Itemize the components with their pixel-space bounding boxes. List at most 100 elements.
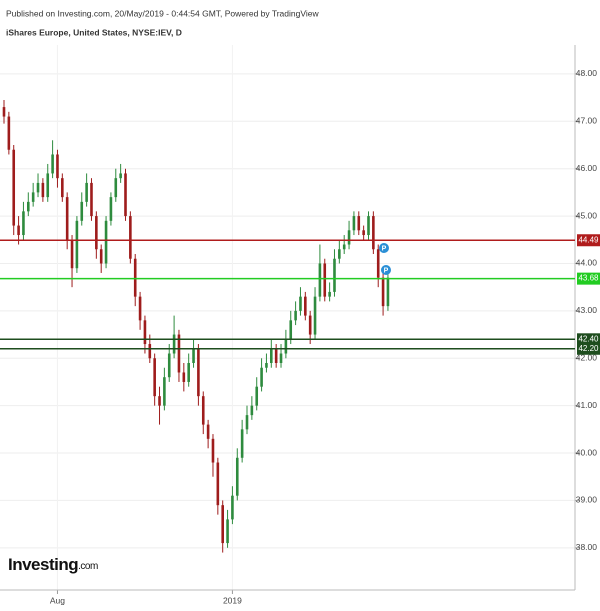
- candle-body: [90, 182, 93, 217]
- candle-body: [2, 107, 6, 117]
- y-tick-label: 44.00: [576, 258, 598, 268]
- y-tick-label: 47.00: [576, 116, 598, 126]
- candle-body: [231, 495, 234, 520]
- chart-title: iShares Europe, United States, NYSE:IEV,…: [6, 27, 182, 37]
- candle-body: [265, 362, 268, 368]
- candle-body: [197, 348, 200, 397]
- candle-body: [27, 201, 30, 212]
- watermark-suffix: .com: [78, 561, 98, 572]
- candle-body: [226, 519, 229, 544]
- y-tick-label: 43.00: [576, 305, 598, 315]
- candle-body: [182, 372, 186, 382]
- candle-body: [333, 258, 336, 292]
- candle-body: [148, 344, 152, 359]
- y-tick-label: 48.00: [576, 68, 598, 78]
- y-tick-label: 41.00: [576, 400, 598, 410]
- candle-body: [338, 249, 341, 259]
- candle-body: [80, 201, 84, 221]
- candle-body: [46, 173, 50, 198]
- candle-body: [347, 230, 351, 245]
- candle-body: [31, 192, 35, 202]
- candle-body: [158, 396, 161, 406]
- candle-body: [206, 424, 210, 439]
- candle-body: [211, 438, 215, 463]
- candle-body: [318, 263, 322, 297]
- candle-body: [299, 296, 302, 311]
- event-marker: [379, 243, 389, 253]
- candle-body: [85, 182, 88, 202]
- candle-body: [109, 197, 113, 221]
- candle-body: [192, 348, 195, 363]
- watermark-name: Investing: [8, 555, 78, 574]
- candle-body: [386, 277, 390, 307]
- level-label: 43.68: [578, 274, 599, 283]
- candle-body: [167, 353, 171, 378]
- y-tick-label: 42.00: [576, 353, 598, 363]
- candle-body: [221, 505, 224, 544]
- candle-body: [289, 320, 293, 340]
- candle-body: [163, 377, 166, 406]
- level-label-box: [577, 342, 600, 355]
- candle-body: [367, 216, 370, 236]
- candle-body: [153, 358, 156, 397]
- candle-body: [362, 230, 365, 236]
- candle-body: [70, 239, 74, 269]
- candle-body: [323, 263, 327, 297]
- candle-body: [201, 396, 205, 425]
- candle-body: [216, 462, 220, 506]
- candle-body: [65, 197, 69, 240]
- candle-body: [376, 249, 380, 278]
- candle-body: [235, 457, 239, 496]
- candle-body: [240, 429, 244, 458]
- candle-body: [250, 405, 254, 416]
- candle-body: [270, 348, 273, 363]
- candle-body: [187, 362, 190, 382]
- candle-body: [61, 178, 64, 198]
- y-tick-label: 38.00: [576, 542, 598, 552]
- candle-body: [99, 249, 103, 264]
- level-label: 42.20: [578, 344, 599, 353]
- event-marker: [381, 265, 391, 275]
- candle-body: [75, 220, 79, 269]
- candle-body: [51, 154, 54, 174]
- candle-body: [95, 216, 98, 250]
- candle-body: [119, 173, 122, 179]
- event-marker-label: P: [382, 245, 387, 252]
- candle-body: [133, 258, 137, 297]
- candle-body: [255, 386, 259, 406]
- candle-body: [304, 296, 307, 316]
- candle-body: [129, 216, 132, 259]
- candle-body: [143, 320, 147, 345]
- candle-body: [56, 154, 59, 179]
- candle-body: [245, 415, 249, 430]
- candle-body: [372, 216, 375, 250]
- y-tick-label: 39.00: [576, 495, 598, 505]
- level-label-box: [577, 272, 600, 285]
- x-tick-label: 2019: [223, 595, 242, 605]
- candle-body: [294, 310, 297, 321]
- candle-body: [12, 149, 16, 226]
- candle-body: [284, 339, 288, 354]
- candle-body: [177, 334, 181, 373]
- candle-body: [7, 116, 11, 150]
- level-label: 44.49: [578, 235, 599, 244]
- candle-body: [124, 173, 127, 217]
- source-note: Published on Investing.com, 20/May/2019 …: [6, 8, 319, 18]
- candle-body: [279, 353, 283, 363]
- candle-body: [328, 291, 331, 297]
- candle-body: [357, 216, 361, 231]
- y-tick-label: 45.00: [576, 210, 598, 220]
- y-tick-label: 46.00: [576, 163, 598, 173]
- x-tick-label: Aug: [50, 595, 65, 605]
- candle-body: [342, 244, 346, 250]
- candle-body: [260, 367, 263, 387]
- level-label: 42.40: [578, 334, 599, 343]
- candle-body: [352, 216, 356, 231]
- level-label-box: [577, 333, 600, 346]
- candle-body: [114, 178, 118, 198]
- candle-body: [138, 296, 142, 321]
- candle-body: [104, 220, 108, 264]
- candle-body: [17, 225, 20, 236]
- candle-body: [22, 211, 25, 236]
